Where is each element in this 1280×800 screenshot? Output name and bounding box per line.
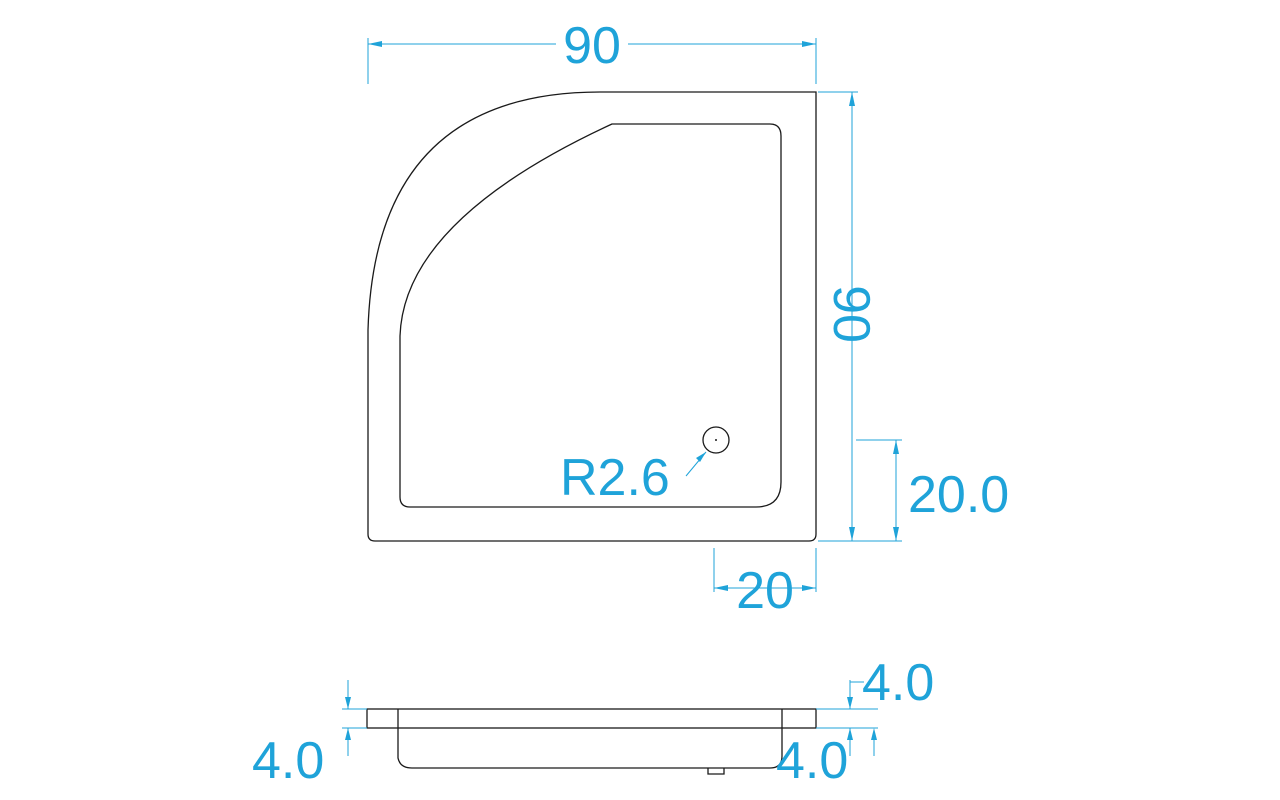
base-right-label: 4.0 [776, 732, 848, 790]
drain-offset-y-label: 20.0 [908, 466, 1009, 524]
drain-radius-label: R2.6 [560, 449, 670, 507]
tray-rim [366, 708, 817, 729]
side-view [366, 708, 817, 775]
arrowhead-rim-left-bottom [345, 728, 351, 740]
dimension-rim-right: 4.0 [816, 654, 934, 756]
arrowhead-rim-right-bottom [847, 728, 853, 740]
drain-offset-x-label: 20 [736, 562, 794, 620]
arrowhead-base-right [871, 728, 877, 740]
rim-right-label: 4.0 [862, 654, 934, 712]
arrowhead-right [802, 41, 816, 47]
arrowhead-drain-y-bottom [893, 527, 899, 541]
rim-left-label: 4.0 [252, 732, 324, 790]
arrowhead-bottom [849, 527, 855, 541]
plan-view [367, 91, 817, 542]
tray-outer-outline [367, 91, 817, 542]
arrowhead-drain-y-top [893, 440, 899, 454]
drain-circle [702, 426, 730, 454]
arrowhead-drain-x-left [714, 585, 728, 591]
arrowhead-drain-x-right [802, 585, 816, 591]
depth-label: 90 [822, 285, 880, 343]
dimension-width: 90 [367, 17, 817, 84]
dimension-drain-radius: R2.6 [560, 449, 707, 507]
radius-leader-arrow [696, 452, 706, 462]
arrowhead-left [368, 41, 382, 47]
tray-body [397, 728, 783, 769]
dimension-rim-left: 4.0 [252, 680, 367, 790]
dimension-depth: 90 [818, 91, 902, 542]
dimension-base-right: 4.0 [776, 728, 877, 790]
tray-inner-basin [399, 123, 782, 508]
drain-outlet [707, 768, 725, 775]
width-label: 90 [563, 17, 621, 75]
dimension-drain-offset-y: 20.0 [856, 439, 1009, 541]
arrowhead-rim-right-top [847, 697, 853, 709]
arrowhead-top [849, 92, 855, 106]
arrowhead-rim-left-top [345, 697, 351, 709]
drain-center-dot [715, 439, 717, 441]
dimension-drain-offset-x: 20 [713, 548, 817, 620]
